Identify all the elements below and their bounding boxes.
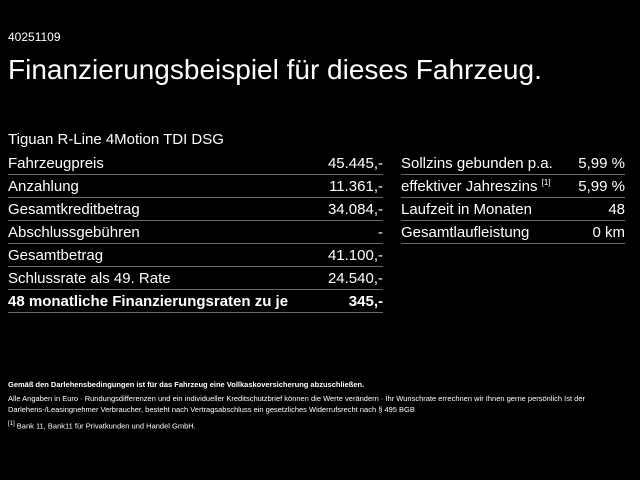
row-label: Gesamtkreditbetrag [8,200,140,218]
row-label: Laufzeit in Monaten [401,200,532,218]
row-schlussrate: Schlussrate als 49. Rate 24.540,- [8,267,383,290]
row-fahrzeugpreis: Fahrzeugpreis 45.445,- [8,152,383,175]
row-value: 345,- [348,292,383,310]
row-value: 24.540,- [327,269,383,287]
row-value: 41.100,- [327,246,383,264]
insurance-note: Gemäß den Darlehensbedingungen ist für d… [8,380,365,389]
row-anzahlung: Anzahlung 11.361,- [8,175,383,198]
row-label-text: effektiver Jahreszins [401,177,538,195]
legal-notes: Gemäß den Darlehensbedingungen ist für d… [8,379,608,432]
bank-footnote: [1] Bank 11, Bank11 für Privatkunden und… [8,419,608,432]
row-effektiver-jahreszins: effektiver Jahreszins [1] 5,99 % [401,175,625,198]
disclaimer-note: Alle Angaben in Euro · Rundungsdifferenz… [8,394,586,414]
row-label: Abschlussgebühren [8,223,140,241]
row-label: Fahrzeugpreis [8,154,104,172]
row-sollzins: Sollzins gebunden p.a. 5,99 % [401,152,625,175]
footnote-ref: [1] [541,177,551,187]
financing-details-left: Fahrzeugpreis 45.445,- Anzahlung 11.361,… [8,152,383,313]
row-label: Sollzins gebunden p.a. [401,154,553,172]
footnote-marker: [1] [8,421,15,427]
row-label: Gesamtbetrag [8,246,104,264]
row-value: 48 [608,200,625,218]
row-gesamtkreditbetrag: Gesamtkreditbetrag 34.084,- [8,198,383,221]
row-label: Anzahlung [8,177,79,195]
offer-id: 40251109 [8,30,61,44]
page-title: Finanzierungsbeispiel für dieses Fahrzeu… [8,54,542,85]
bank-name: Bank 11, Bank11 für Privatkunden und Han… [16,421,196,431]
vehicle-model: Tiguan R-Line 4Motion TDI DSG [8,131,224,148]
row-label: Schlussrate als 49. Rate [8,269,171,287]
row-laufzeit: Laufzeit in Monaten 48 [401,198,625,221]
row-gesamtlaufleistung: Gesamtlaufleistung 0 km [401,221,625,244]
row-abschlussgebuehren: Abschlussgebühren - [8,221,383,244]
row-value: - [378,223,383,241]
row-label: 48 monatliche Finanzierungsraten zu je [8,292,289,310]
row-monatliche-rate: 48 monatliche Finanzierungsraten zu je 3… [8,290,383,313]
row-label: Gesamtlaufleistung [401,223,530,241]
row-value: 34.084,- [327,200,383,218]
row-value: 45.445,- [327,154,383,172]
financing-details-right: Sollzins gebunden p.a. 5,99 % effektiver… [401,152,625,244]
row-value: 5,99 % [578,154,625,172]
row-value: 0 km [592,223,625,241]
row-label-with-ref: effektiver Jahreszins [1] [401,178,551,195]
row-gesamtbetrag: Gesamtbetrag 41.100,- [8,244,383,267]
row-value: 5,99 % [578,177,625,195]
row-value: 11.361,- [329,177,383,195]
